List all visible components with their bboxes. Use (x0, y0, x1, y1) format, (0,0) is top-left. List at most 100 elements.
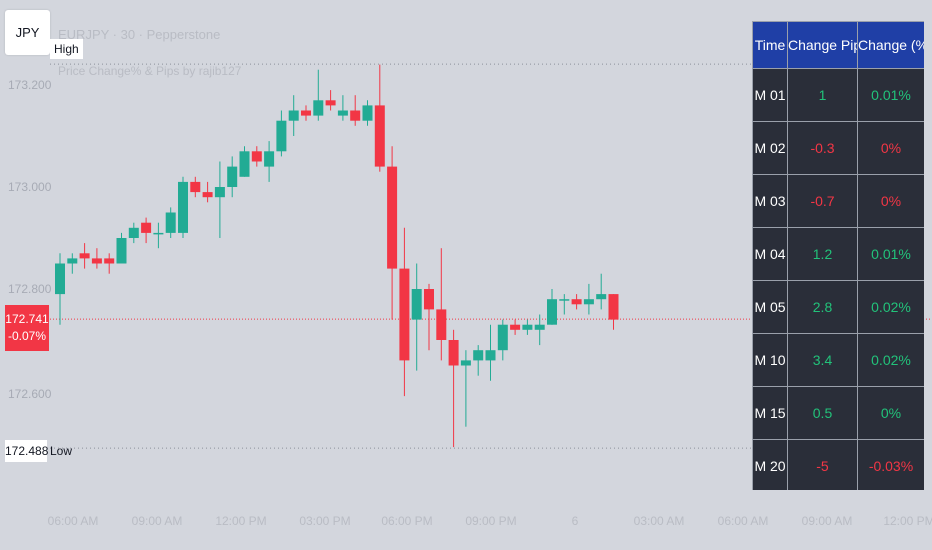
pct-cell: 0.01% (857, 227, 924, 281)
table-row: M 03 -0.7 0% (752, 174, 924, 228)
chart-title: EURJPY · 30 · Pepperstone (58, 27, 221, 42)
symbol-box[interactable]: JPY (5, 10, 50, 55)
candle-body (473, 350, 484, 361)
table-header-cell: Time (752, 21, 788, 69)
table-row: M 02 -0.3 0% (752, 121, 924, 175)
pct-cell: -0.03% (857, 439, 924, 490)
pips-cell: 1.2 (787, 227, 858, 281)
time-axis-label: 09:00 AM (801, 514, 853, 528)
candle-body (301, 110, 311, 116)
table-header-cell: Change (%) (857, 21, 924, 69)
time-axis-label: 12:00 PM (883, 514, 932, 528)
candle-body (534, 324, 545, 330)
candle-body (190, 181, 201, 193)
candle-body (424, 289, 434, 310)
indicator-name: Price Change% & Pips by rajib127 (58, 64, 242, 78)
candle-body (276, 120, 287, 152)
pips-cell: -0.7 (787, 174, 858, 228)
candle-body (387, 166, 398, 269)
candle-body (374, 105, 385, 167)
pips-cell: 3.4 (787, 333, 858, 387)
candle-body (325, 100, 336, 106)
pips-cell: -0.3 (787, 121, 858, 175)
time-axis-label: 09:00 AM (131, 514, 183, 528)
time-cell: M 03 (752, 174, 788, 228)
symbol-label: JPY (15, 25, 40, 40)
price-axis-label: 173.200 (8, 78, 52, 92)
candle-body (214, 187, 225, 198)
table-header-cell: Change Pips (787, 21, 858, 69)
high-tag: High (50, 39, 83, 59)
candle-body (141, 222, 152, 233)
candle-body (350, 110, 361, 121)
time-axis-label: 06:00 AM (47, 514, 99, 528)
candle-body (337, 110, 348, 116)
candle-body (288, 110, 299, 121)
candle-body (202, 192, 213, 198)
candle-body (497, 324, 508, 351)
candle-body (411, 289, 422, 320)
table-row: M 20 -5 -0.03% (752, 439, 924, 490)
table-row: M 05 2.8 0.02% (752, 280, 924, 334)
price-axis-label: 172.600 (8, 387, 52, 401)
time-axis-label: 03:00 PM (299, 514, 351, 528)
time-axis-label: 06:00 AM (717, 514, 769, 528)
candle-body (510, 324, 521, 330)
candle-body (460, 360, 471, 366)
time-axis-label: 06:00 PM (381, 514, 433, 528)
table-row: M 01 1 0.01% (752, 68, 924, 122)
candle-body (178, 181, 188, 233)
time-cell: M 01 (752, 68, 788, 122)
pct-cell: 0% (857, 121, 924, 175)
pct-cell: 0.01% (857, 68, 924, 122)
price-axis-label: 172.800 (8, 282, 52, 296)
time-axis-label: 09:00 PM (465, 514, 517, 528)
pct-cell: 0% (857, 386, 924, 440)
current-price-value: 172.741 (5, 312, 49, 326)
candle-body (91, 258, 102, 264)
time-cell: M 04 (752, 227, 788, 281)
candle-body (522, 324, 533, 330)
time-cell: M 20 (752, 439, 788, 490)
low-tag: Low (50, 444, 73, 458)
candle-body (547, 299, 557, 325)
candle-body (448, 340, 459, 366)
table-row: M 15 0.5 0% (752, 386, 924, 440)
candle-body (596, 294, 607, 300)
candle-body (264, 151, 275, 167)
time-cell: M 02 (752, 121, 788, 175)
time-axis-label: 12:00 PM (215, 514, 267, 528)
pct-cell: 0.02% (857, 280, 924, 334)
candle-body (55, 263, 65, 295)
pct-cell: 0% (857, 174, 924, 228)
candle-body (67, 258, 78, 264)
candle-body (79, 253, 90, 259)
table-header-row: Time Change Pips Change (%) (752, 21, 924, 69)
pips-cell: 1 (787, 68, 858, 122)
table-row: M 04 1.2 0.01% (752, 227, 924, 281)
time-axis-label: 6 (571, 514, 579, 528)
candle-body (251, 151, 262, 162)
current-price-change: -0.07% (7, 329, 47, 343)
table-row: M 10 3.4 0.02% (752, 333, 924, 387)
candle-body (399, 268, 410, 361)
price-change-table: Time Change Pips Change (%) M 01 1 0.01%… (752, 21, 924, 490)
candle-body (227, 166, 238, 187)
candle-body (571, 299, 582, 305)
time-cell: M 05 (752, 280, 788, 334)
candle-body (583, 299, 594, 305)
candle-body (104, 258, 115, 264)
pips-cell: -5 (787, 439, 858, 490)
pips-cell: 2.8 (787, 280, 858, 334)
current-price-tag: 172.741 -0.07% (5, 305, 49, 351)
time-cell: M 15 (752, 386, 788, 440)
time-cell: M 10 (752, 333, 788, 387)
pct-cell: 0.02% (857, 333, 924, 387)
candle-body (485, 350, 496, 361)
candle-body (116, 238, 127, 264)
candle-body (128, 227, 139, 238)
candle-body (608, 294, 619, 320)
pips-cell: 0.5 (787, 386, 858, 440)
low-price-label: 172.488 (5, 440, 48, 462)
